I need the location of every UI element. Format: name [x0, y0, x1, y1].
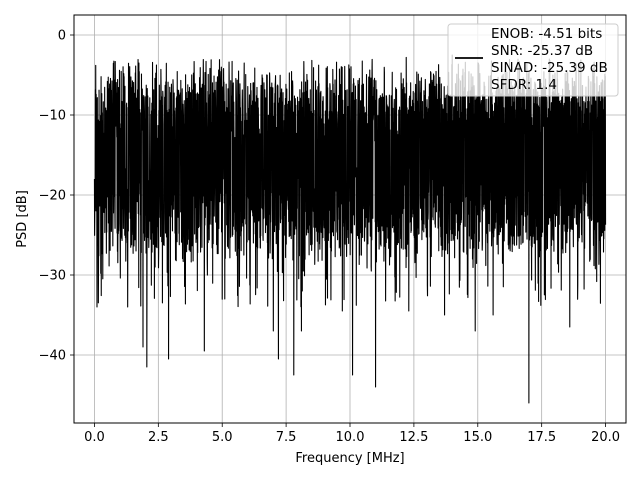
y-tick-label: −30: [39, 269, 66, 284]
y-tick-label: 0: [58, 29, 66, 44]
x-tick-label: 15.0: [463, 430, 492, 445]
legend-entry-snr: SNR: -25.37 dB: [491, 43, 593, 59]
y-axis-label: PSD [dB]: [15, 190, 30, 248]
legend-box: [447, 23, 619, 97]
legend-entry-sinad: SINAD: -25.39 dB: [491, 60, 608, 76]
x-axis-label: Frequency [MHz]: [295, 451, 404, 466]
x-tick-label: 7.5: [276, 430, 297, 445]
y-tick-label: −40: [39, 349, 66, 364]
legend-entry-enob: ENOB: -4.51 bits: [491, 26, 602, 42]
x-tick-label: 2.5: [148, 430, 169, 445]
y-tick-label: −10: [39, 109, 66, 124]
x-tick-label: 17.5: [527, 430, 556, 445]
legend-entry-sfdr: SFDR: 1.4: [491, 77, 557, 93]
legend: ENOB: -4.51 bits SNR: -25.37 dB SINAD: -…: [447, 23, 619, 97]
plot-frame: [73, 14, 627, 424]
x-tick-label: 20.0: [591, 430, 620, 445]
x-tick-label: 0.0: [84, 430, 105, 445]
axis-ticks: 0.0 2.5 5.0 7.5 10.0 12.5 15.0 17.5 20.0 0 −10 −20 −…: [39, 29, 620, 446]
y-tick-label: −20: [39, 189, 66, 204]
x-tick-label: 12.5: [399, 430, 428, 445]
x-tick-label: 5.0: [212, 430, 233, 445]
x-tick-label: 10.0: [336, 430, 365, 445]
